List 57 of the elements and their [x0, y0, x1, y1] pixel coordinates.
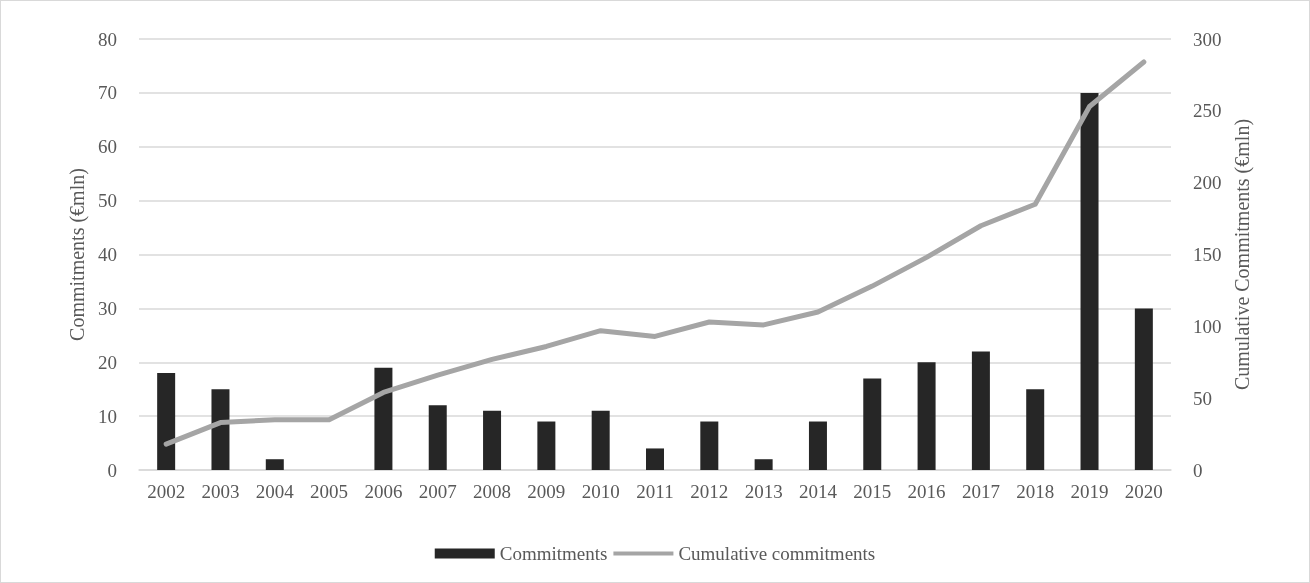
bar: [917, 362, 936, 470]
bar: [863, 378, 882, 470]
x-tick-label: 2007: [418, 481, 457, 502]
bar: [211, 389, 230, 470]
y2-tick-label: 0: [1193, 459, 1203, 481]
y-tick-label: 50: [98, 190, 117, 212]
y2-tick-label: 100: [1193, 315, 1222, 337]
y-tick-label: 30: [98, 297, 117, 319]
bar: [700, 421, 719, 470]
y2-tick-label: 300: [1193, 28, 1222, 50]
bar: [1134, 308, 1153, 470]
bar: [537, 421, 556, 470]
y-tick-label: 70: [98, 82, 117, 104]
bar: [428, 405, 447, 470]
x-tick-label: 2015: [853, 481, 892, 502]
bar: [591, 410, 610, 470]
x-tick-label: 2012: [690, 481, 729, 502]
y-axis-title: Commitments (€mln): [66, 168, 90, 341]
x-tick-label: 2014: [798, 481, 838, 502]
bar: [374, 367, 393, 470]
x-tick-label: 2016: [907, 481, 946, 502]
x-tick-label: 2008: [473, 481, 512, 502]
bar: [265, 459, 284, 470]
bar: [1080, 92, 1099, 470]
y-tick-label: 20: [98, 351, 117, 373]
x-tick-label: 2002: [147, 481, 186, 502]
x-tick-label: 2004: [255, 481, 295, 502]
bar: [483, 410, 502, 470]
bar: [157, 373, 176, 470]
x-tick-label: 2019: [1070, 481, 1109, 502]
y-tick-label: 10: [98, 405, 117, 427]
x-tick-label: 2013: [744, 481, 783, 502]
x-tick-label: 2020: [1124, 481, 1163, 502]
bar: [971, 351, 990, 470]
y2-axis-title: Cumulative Commitments (€mln): [1231, 118, 1255, 391]
y2-tick-label: 200: [1193, 172, 1222, 194]
legend-label: Commitments: [499, 543, 608, 564]
legend-label: Cumulative commitments: [678, 543, 876, 564]
y2-tick-label: 250: [1193, 100, 1222, 122]
y-tick-label: 60: [98, 136, 117, 158]
y2-tick-label: 50: [1193, 387, 1212, 409]
x-tick-label: 2003: [201, 481, 240, 502]
x-tick-label: 2018: [1016, 481, 1055, 502]
x-tick-label: 2006: [364, 481, 403, 502]
y-tick-label: 0: [107, 459, 117, 481]
bar: [646, 448, 664, 470]
y2-tick-label: 150: [1193, 244, 1222, 265]
y-tick-label: 40: [98, 244, 117, 265]
bar: [808, 421, 827, 470]
x-tick-label: 2011: [636, 481, 674, 502]
bar: [1026, 389, 1045, 470]
y-tick-label: 80: [98, 28, 117, 50]
x-tick-label: 2017: [961, 481, 1000, 502]
x-tick-label: 2009: [527, 481, 566, 502]
bar: [754, 459, 773, 470]
x-tick-label: 2010: [581, 481, 620, 502]
x-tick-label: 2005: [310, 481, 349, 502]
